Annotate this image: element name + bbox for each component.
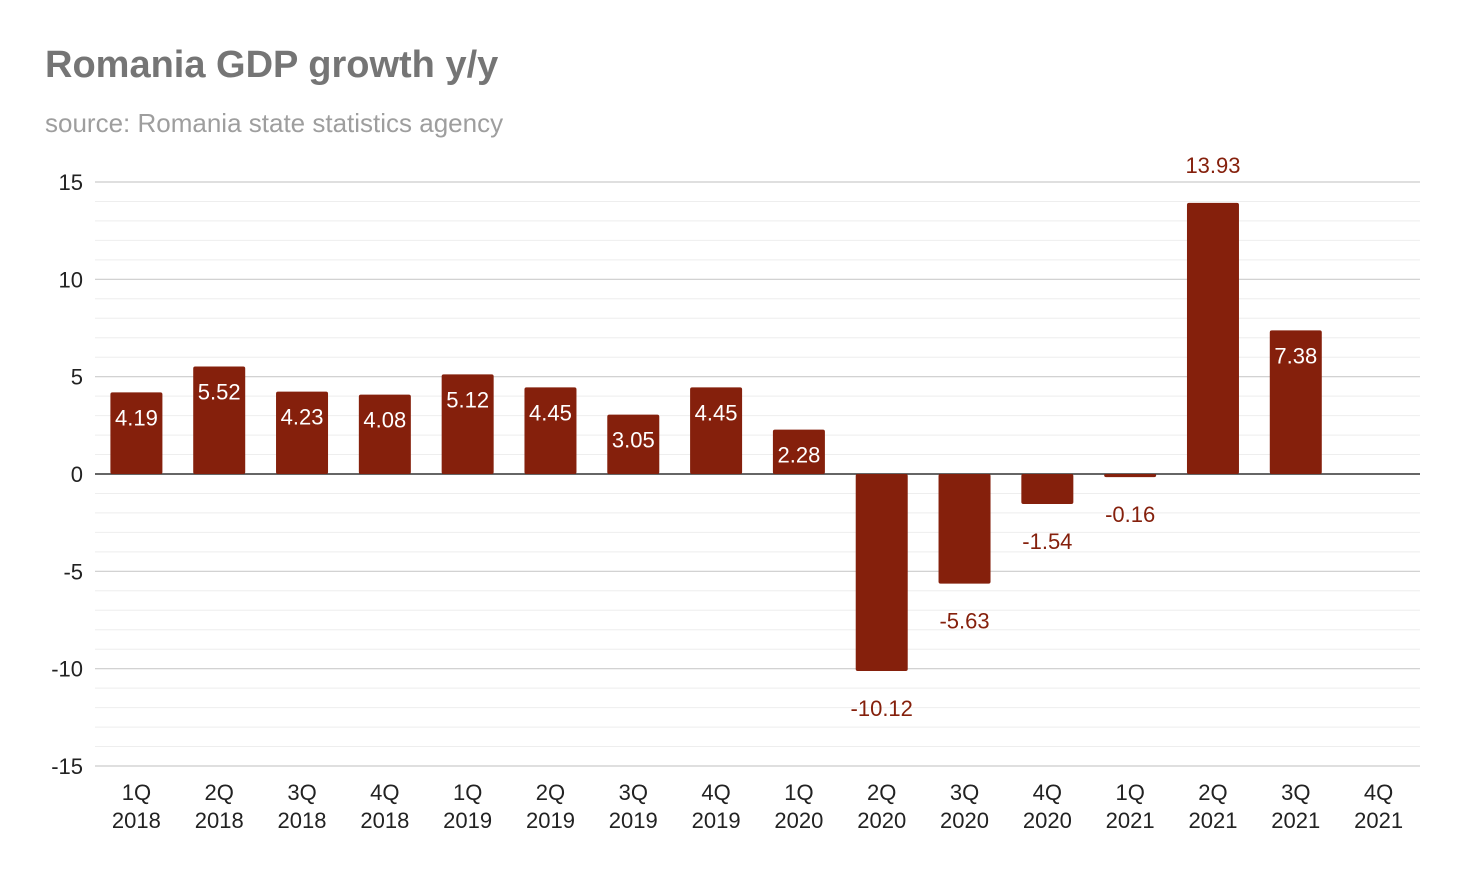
x-category-quarter: 2Q	[1198, 780, 1227, 805]
x-category-label: 4Q 2021	[1354, 780, 1403, 833]
x-category-year: 2021	[1354, 808, 1403, 833]
x-category-quarter: 3Q	[287, 780, 316, 805]
bar	[193, 366, 246, 474]
data-label: -1.54	[1022, 529, 1072, 554]
x-category-year: 2019	[526, 808, 575, 833]
x-category-year: 2019	[692, 808, 741, 833]
x-category-quarter: 2Q	[536, 780, 565, 805]
x-category-label: 1Q 2018	[112, 780, 161, 833]
bar	[1021, 474, 1074, 504]
data-label: -0.16	[1105, 502, 1155, 527]
y-tick-label: 0	[71, 462, 83, 487]
chart-title: Romania GDP growth y/y	[45, 44, 499, 86]
y-tick-label: -15	[51, 754, 83, 779]
data-label: 5.12	[446, 387, 489, 412]
x-category-year: 2020	[1023, 808, 1072, 833]
x-category-quarter: 3Q	[619, 780, 648, 805]
data-label: 2.28	[777, 443, 820, 468]
bar	[276, 391, 329, 474]
x-category-year: 2018	[112, 808, 161, 833]
x-category-label: 2Q 2018	[195, 780, 244, 833]
y-tick-label: -10	[51, 657, 83, 682]
bar	[358, 394, 411, 474]
x-category-label: 3Q 2020	[940, 780, 989, 833]
bar	[1269, 330, 1322, 474]
y-tick-label: 5	[71, 365, 83, 390]
x-category-year: 2020	[774, 808, 823, 833]
bar-layer	[110, 202, 1322, 672]
x-category-label: 1Q 2019	[443, 780, 492, 833]
x-category-year: 2021	[1106, 808, 1155, 833]
x-category-label: 1Q 2020	[774, 780, 823, 833]
data-label: -5.63	[939, 609, 989, 634]
data-label: 7.38	[1274, 343, 1317, 368]
x-category-label: 1Q 2021	[1106, 780, 1155, 833]
data-label: -10.12	[851, 696, 913, 721]
x-category-label: 2Q 2020	[857, 780, 906, 833]
data-label: 5.52	[198, 380, 241, 405]
x-category-year: 2020	[857, 808, 906, 833]
x-category-quarter: 4Q	[701, 780, 730, 805]
x-category-quarter: 4Q	[370, 780, 399, 805]
x-category-quarter: 2Q	[205, 780, 234, 805]
bar	[690, 387, 743, 474]
bar	[441, 374, 494, 474]
bar	[855, 474, 908, 672]
x-category-year: 2021	[1271, 808, 1320, 833]
x-category-quarter: 2Q	[867, 780, 896, 805]
bar	[1186, 202, 1239, 474]
bar	[607, 414, 660, 474]
bar	[1104, 474, 1157, 478]
x-category-quarter: 1Q	[784, 780, 813, 805]
x-category-quarter: 3Q	[1281, 780, 1310, 805]
x-category-label: 3Q 2019	[609, 780, 658, 833]
x-category-quarter: 4Q	[1364, 780, 1393, 805]
x-category-label: 4Q 2019	[692, 780, 741, 833]
x-category-quarter: 3Q	[950, 780, 979, 805]
x-category-label: 3Q 2018	[278, 780, 327, 833]
x-category-year: 2021	[1188, 808, 1237, 833]
x-category-quarter: 1Q	[1115, 780, 1144, 805]
x-category-label: 2Q 2019	[526, 780, 575, 833]
y-tick-label: -5	[63, 559, 83, 584]
x-category-year: 2018	[195, 808, 244, 833]
y-tick-label: 10	[59, 267, 83, 292]
x-category-label: 2Q 2021	[1188, 780, 1237, 833]
x-category-year: 2018	[360, 808, 409, 833]
x-category-label: 3Q 2021	[1271, 780, 1320, 833]
label-layer: 15 10 5 0 -5 -10 -15 4.19 1Q 2018 5.52 2Q 2018 4.23 3Q…	[51, 153, 1403, 833]
data-label: 3.05	[612, 428, 655, 453]
x-category-year: 2020	[940, 808, 989, 833]
bar	[772, 429, 825, 474]
x-category-label: 4Q 2018	[360, 780, 409, 833]
data-label: 13.93	[1185, 153, 1240, 178]
x-category-year: 2019	[609, 808, 658, 833]
bar	[938, 474, 991, 584]
x-category-quarter: 1Q	[122, 780, 151, 805]
data-label: 4.23	[281, 405, 324, 430]
bar	[110, 392, 163, 474]
x-category-quarter: 1Q	[453, 780, 482, 805]
data-label: 4.45	[695, 400, 738, 425]
x-category-year: 2019	[443, 808, 492, 833]
bar	[524, 387, 577, 474]
x-category-label: 4Q 2020	[1023, 780, 1072, 833]
y-tick-label: 15	[59, 170, 83, 195]
chart-subtitle: source: Romania state statistics agency	[45, 108, 504, 138]
data-label: 4.45	[529, 400, 572, 425]
data-label: 4.08	[363, 408, 406, 433]
x-category-quarter: 4Q	[1033, 780, 1062, 805]
data-label: 4.19	[115, 405, 158, 430]
x-category-year: 2018	[278, 808, 327, 833]
